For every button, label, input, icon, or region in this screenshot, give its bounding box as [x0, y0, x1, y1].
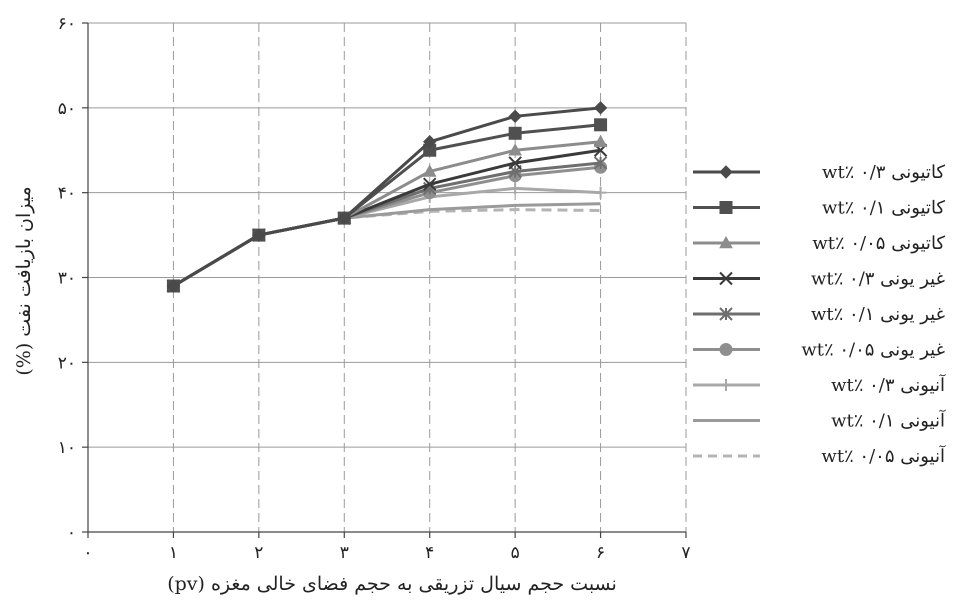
- data-point: [423, 135, 437, 149]
- legend-item: غیر یونی wt٪ ۰/۳: [693, 269, 945, 290]
- legend-item: آنیونی wt٪ ۰/۰۵: [693, 445, 946, 467]
- y-axis-title: میزان بازیافت نفت (%): [13, 186, 35, 375]
- series-7: [167, 182, 607, 292]
- y-tick-label: ۰: [67, 523, 76, 543]
- data-point: [720, 379, 732, 391]
- data-point: [508, 156, 522, 170]
- grid: [88, 22, 687, 532]
- axes: [82, 22, 687, 538]
- y-tick-label: ۵۰: [58, 99, 76, 119]
- data-point: [719, 343, 733, 356]
- y-tick-label: ۴۰: [58, 184, 76, 204]
- data-point: [593, 134, 608, 148]
- legend-item: کاتیونی wt٪ ۰/۰۵: [693, 233, 945, 254]
- data-point: [719, 235, 733, 249]
- y-tick-label: ۲۰: [58, 353, 76, 373]
- data-point: [594, 186, 607, 199]
- x-tick-label: ۲: [254, 543, 263, 563]
- x-axis-title: نسبت حجم سیال تزریقی به حجم فضای خالی مغ…: [167, 573, 617, 595]
- legend-item: غیر یونی wt٪ ۰/۱: [693, 304, 945, 325]
- data-point: [593, 156, 608, 170]
- legend-label: کاتیونی wt٪ ۰/۱: [822, 198, 945, 219]
- data-point: [423, 177, 437, 191]
- legend-label: کاتیونی wt٪ ۰/۳: [822, 162, 945, 183]
- legend-item: کاتیونی wt٪ ۰/۱: [693, 198, 945, 219]
- legend-label: غیر یونی wt٪ ۰/۰۵: [801, 340, 945, 361]
- data-point: [719, 165, 733, 179]
- legend-label: کاتیونی wt٪ ۰/۰۵: [812, 233, 945, 254]
- legend-label: آنیونی wt٪ ۰/۳: [831, 374, 946, 396]
- x-tick-label: ۵: [511, 543, 520, 563]
- legend-item: غیر یونی wt٪ ۰/۰۵: [693, 340, 945, 361]
- data-point: [719, 271, 733, 286]
- legend-label: غیر یونی wt٪ ۰/۱: [811, 304, 945, 325]
- data-point: [422, 164, 437, 177]
- data-point: [508, 126, 522, 140]
- y-tick-label: ۱۰: [58, 438, 76, 458]
- x-tick-label: ۶: [596, 543, 605, 563]
- data-point: [508, 109, 522, 124]
- legend-item: کاتیونی wt٪ ۰/۳: [693, 162, 945, 183]
- tick-labels: ۰ ۱۰ ۲۰ ۳۰ ۴۰ ۵۰ ۶۰ ۰ ۱ ۲ ۳ ۴ ۵ ۶ ۷: [58, 14, 691, 563]
- x-tick-label: ۰: [83, 543, 92, 563]
- data-point: [719, 201, 733, 214]
- legend-item: آنیونی wt٪ ۰/۳: [693, 374, 946, 396]
- legend-item: آنیونی wt٪ ۰/۱: [693, 410, 946, 432]
- legend-label: آنیونی wt٪ ۰/۱: [831, 410, 946, 432]
- data-point: [509, 182, 522, 195]
- data-point: [719, 307, 733, 321]
- y-tick-label: ۳۰: [58, 269, 76, 289]
- data-point: [508, 143, 522, 156]
- series-line: [172, 106, 601, 288]
- x-tick-label: ۱: [169, 543, 178, 563]
- data-point: [593, 101, 608, 115]
- legend-label: غیر یونی wt٪ ۰/۳: [811, 269, 945, 290]
- x-tick-label: ۷: [681, 543, 690, 563]
- series-5: [166, 156, 608, 293]
- series-4: [166, 143, 608, 293]
- legend: کاتیونی wt٪ ۰/۳ کاتیونی wt٪ ۰/۱ کاتیونی wt…: [693, 162, 946, 467]
- x-tick-label: ۳: [340, 543, 349, 563]
- x-tick-label: ۴: [425, 543, 434, 563]
- data-point: [166, 279, 181, 293]
- data-point: [252, 228, 266, 242]
- series-layer: [166, 101, 608, 293]
- legend-label: آنیونی wt٪ ۰/۰۵: [821, 445, 946, 467]
- series-1: [166, 101, 608, 293]
- y-tick-label: ۶۰: [58, 14, 76, 34]
- data-point: [337, 211, 351, 225]
- data-point: [594, 118, 608, 132]
